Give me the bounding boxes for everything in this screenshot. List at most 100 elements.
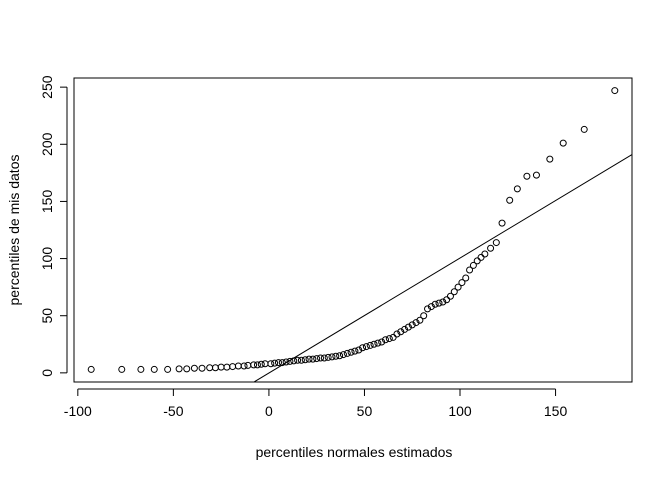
data-point xyxy=(462,274,470,282)
data-point xyxy=(420,312,428,320)
data-point xyxy=(443,296,451,304)
data-point xyxy=(271,359,279,367)
data-point xyxy=(261,360,269,368)
data-point xyxy=(305,355,313,363)
data-point xyxy=(498,219,506,227)
y-tick-label: 200 xyxy=(39,132,55,156)
data-point xyxy=(286,357,294,365)
x-tick-label: -50 xyxy=(163,403,183,419)
data-point xyxy=(355,346,363,354)
data-point xyxy=(183,365,191,373)
data-point xyxy=(580,125,588,133)
data-point xyxy=(332,352,340,360)
data-point xyxy=(309,355,317,363)
data-point xyxy=(229,363,237,371)
data-point xyxy=(328,353,336,361)
data-point xyxy=(267,360,275,368)
data-point xyxy=(385,335,393,343)
data-point xyxy=(190,364,198,372)
data-point xyxy=(217,363,225,371)
y-axis: 0 50 100 150 200 250 xyxy=(39,75,68,377)
data-point xyxy=(439,298,447,306)
data-point xyxy=(234,362,242,370)
data-point xyxy=(137,365,145,373)
y-tick-label: 250 xyxy=(39,75,55,99)
data-point xyxy=(532,171,540,179)
data-point xyxy=(351,347,359,355)
x-axis: -100 -50 0 50 100 150 xyxy=(64,388,568,419)
data-point xyxy=(397,328,405,336)
data-point xyxy=(324,353,332,361)
x-tick-label: 100 xyxy=(448,403,472,419)
data-point xyxy=(347,348,355,356)
data-point xyxy=(87,365,95,373)
reference-line xyxy=(253,154,633,383)
data-point xyxy=(559,139,567,147)
data-point xyxy=(389,333,397,341)
qq-line xyxy=(253,154,633,383)
data-point xyxy=(412,319,420,327)
data-point xyxy=(198,364,206,372)
data-point xyxy=(523,172,531,180)
data-point xyxy=(611,87,619,95)
data-point xyxy=(431,300,439,308)
data-point xyxy=(164,365,172,373)
data-point xyxy=(359,344,367,352)
data-point xyxy=(250,361,258,369)
x-tick-label: 150 xyxy=(544,403,568,419)
data-point xyxy=(294,356,302,364)
data-point xyxy=(362,343,370,351)
data-point xyxy=(175,365,183,373)
y-axis-title: percentiles de mis datos xyxy=(6,155,22,306)
data-point xyxy=(487,244,495,252)
y-tick-label: 150 xyxy=(39,190,55,214)
y-tick-label: 50 xyxy=(39,308,55,324)
data-point xyxy=(339,351,347,359)
data-point xyxy=(427,303,435,311)
data-point xyxy=(393,330,401,338)
data-point xyxy=(366,341,374,349)
y-tick-label: 0 xyxy=(39,369,55,377)
data-point xyxy=(473,257,481,265)
data-point xyxy=(454,283,462,291)
data-point xyxy=(118,365,126,373)
x-tick-label: -100 xyxy=(64,403,92,419)
data-point xyxy=(150,365,158,373)
data-point xyxy=(244,361,252,369)
data-point xyxy=(206,364,214,372)
data-point xyxy=(450,288,458,296)
data-point xyxy=(253,361,261,369)
x-tick-label: 50 xyxy=(357,403,373,419)
x-axis-title: percentiles normales estimados xyxy=(256,444,453,460)
data-point xyxy=(401,325,409,333)
data-point xyxy=(313,355,321,363)
data-point xyxy=(223,363,231,371)
data-point xyxy=(282,358,290,366)
data-point xyxy=(469,261,477,269)
data-point xyxy=(336,352,344,360)
data-point xyxy=(240,362,248,370)
data-point xyxy=(416,316,424,324)
data-point xyxy=(513,185,521,193)
data-point xyxy=(317,354,325,362)
data-point xyxy=(378,338,386,346)
data-point xyxy=(274,359,282,367)
data-point xyxy=(546,155,554,163)
data-point xyxy=(481,250,489,258)
data-point xyxy=(404,323,412,331)
data-point xyxy=(458,279,466,287)
data-point xyxy=(343,349,351,357)
data-point xyxy=(297,356,305,364)
data-point xyxy=(477,253,485,261)
x-tick-label: 0 xyxy=(265,403,273,419)
data-point xyxy=(374,339,382,347)
data-point xyxy=(257,360,265,368)
data-point xyxy=(290,357,298,365)
plot-box xyxy=(73,77,633,383)
data-points xyxy=(87,87,619,373)
data-point xyxy=(278,359,286,367)
data-point xyxy=(320,354,328,362)
data-point xyxy=(301,356,309,364)
data-point xyxy=(424,305,432,313)
